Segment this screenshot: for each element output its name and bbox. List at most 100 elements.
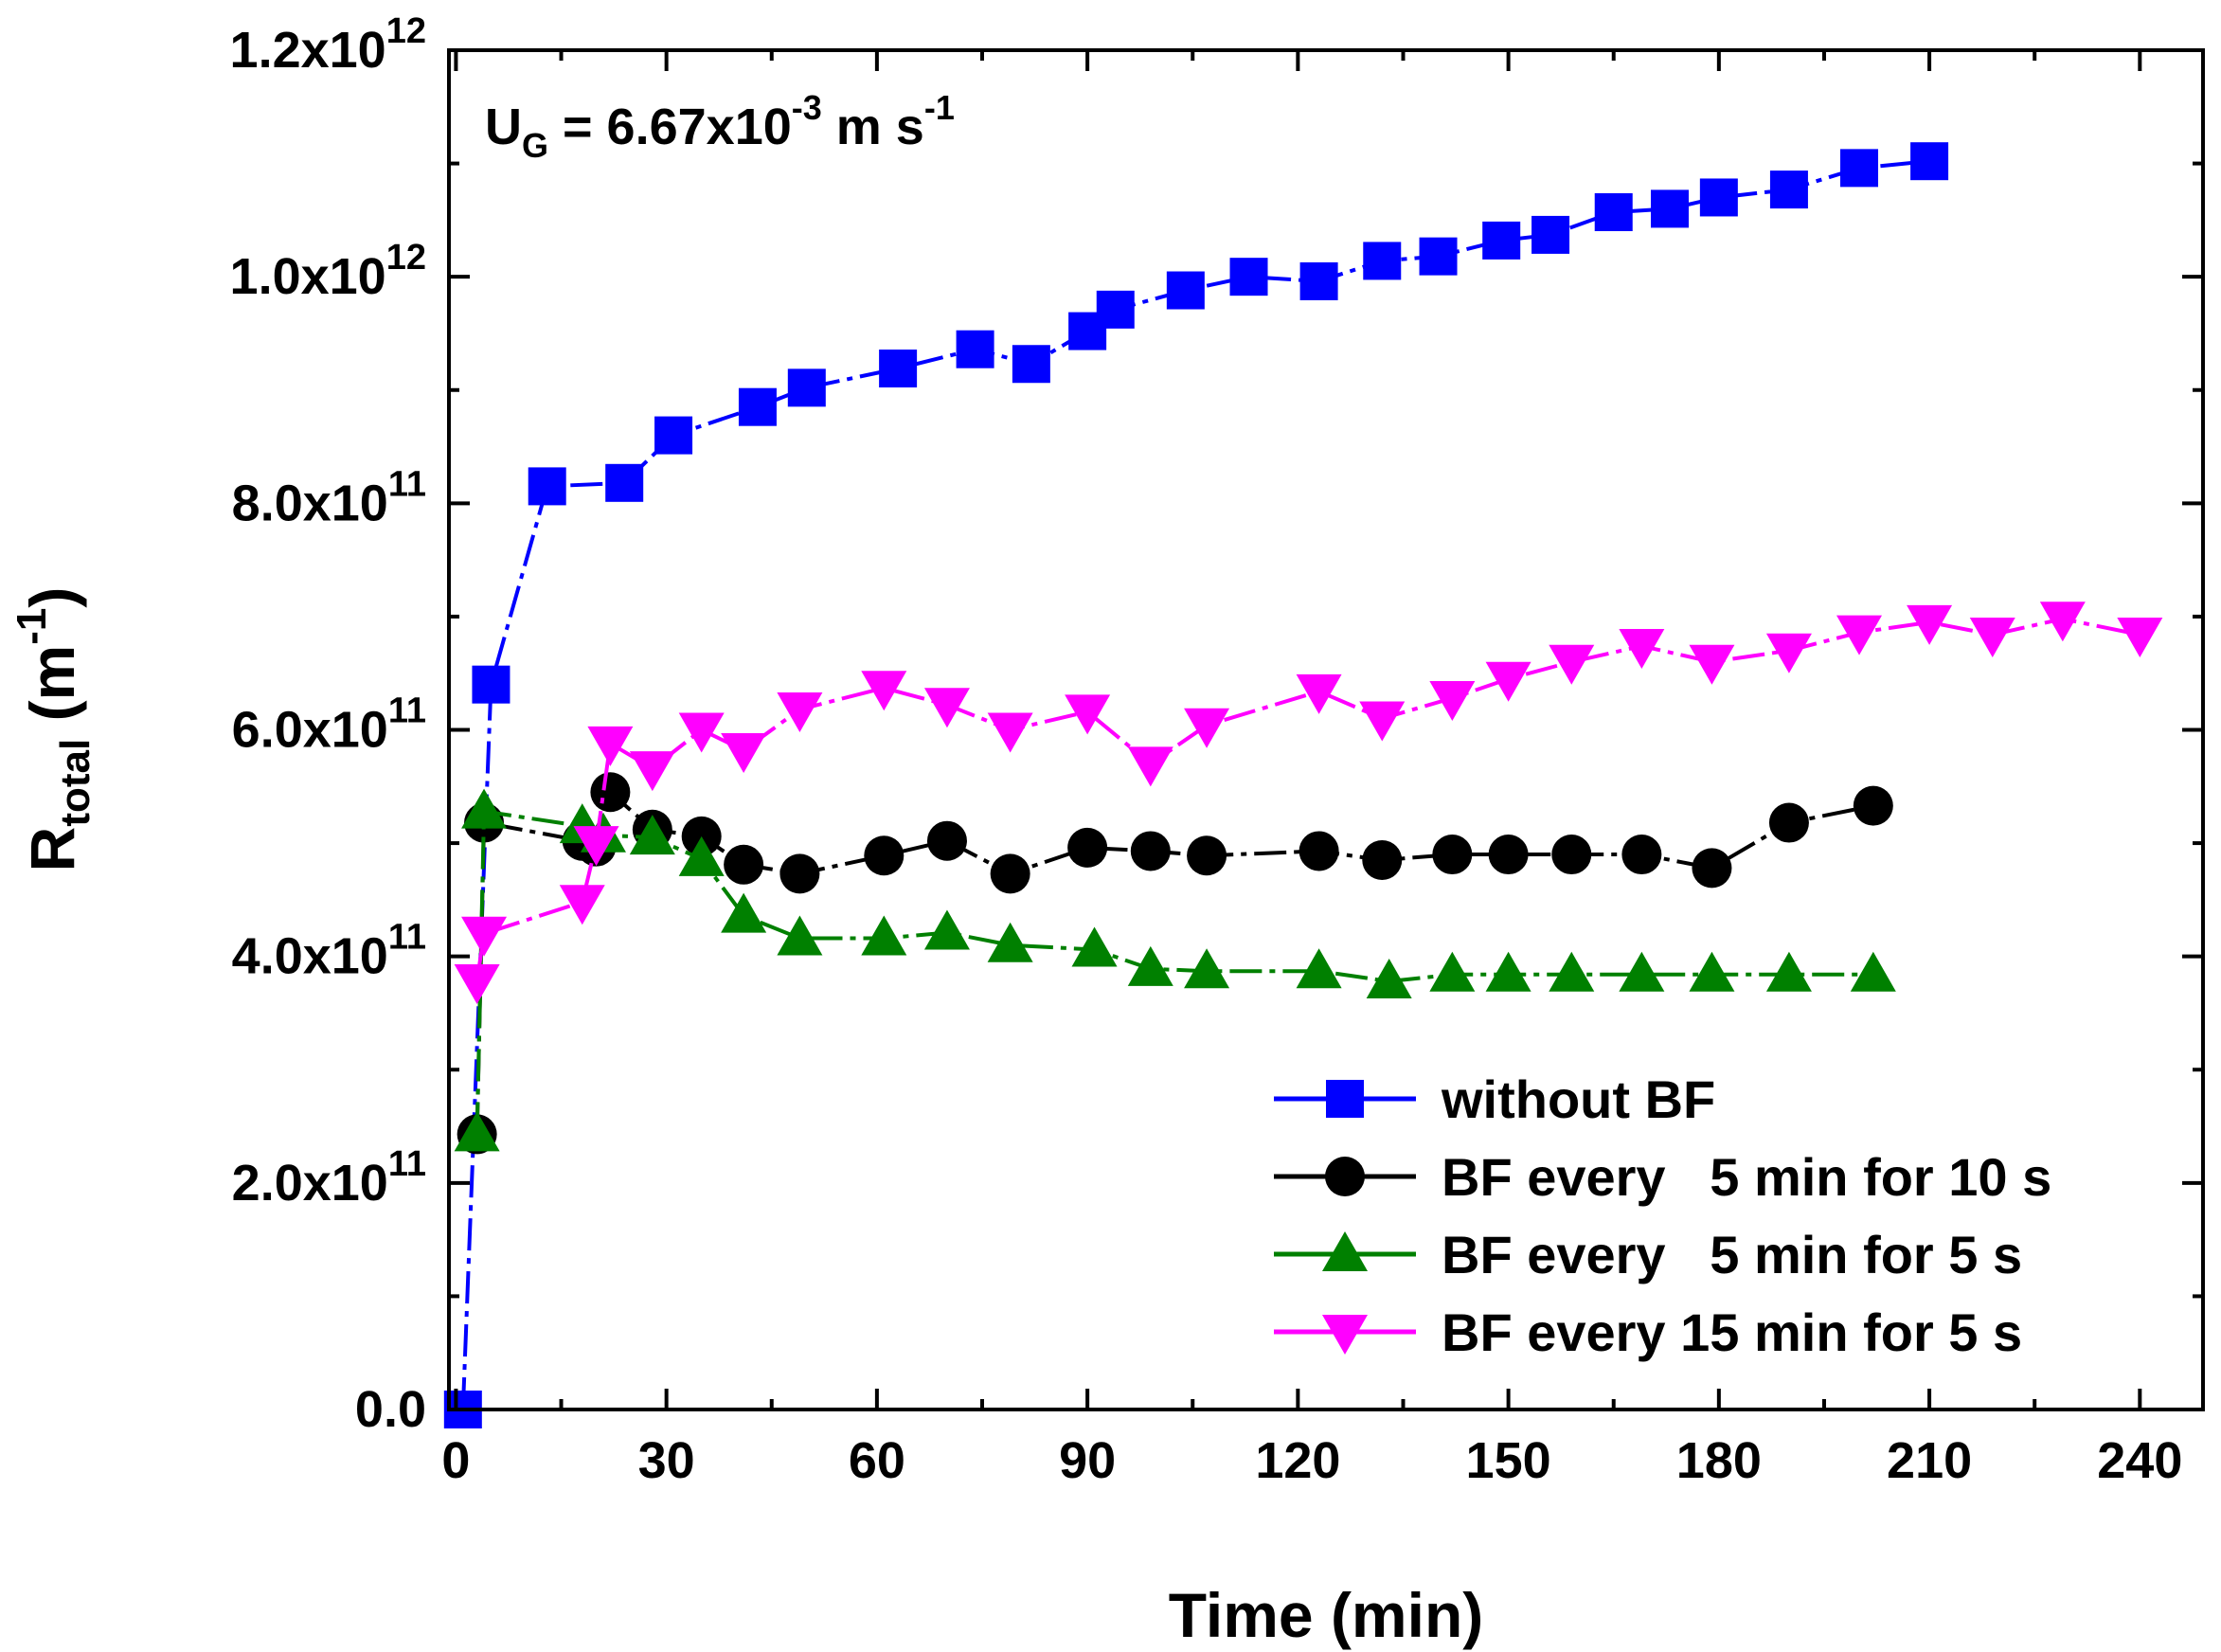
y-tick-mantissa: 0.0: [355, 1381, 426, 1438]
annotation-unit-exponent: -1: [924, 88, 955, 127]
series-3-point: [1850, 951, 1896, 992]
series-4-point: [1765, 633, 1812, 673]
series-2-point: [724, 844, 764, 885]
series-2-point: [1853, 785, 1893, 826]
series-2-point: [1768, 802, 1809, 843]
series-4-point: [1969, 618, 2015, 658]
series-4-point: [454, 963, 500, 1004]
series-3-point: [721, 892, 767, 933]
y-tick-exponent: 11: [388, 464, 426, 504]
series-1-point: [472, 665, 510, 704]
series-4-point: [987, 712, 1033, 753]
y-axis-label-unit: (m: [17, 645, 87, 739]
legend-label-2: BF every 5 min for 10 s: [1442, 1147, 2051, 1207]
legend-marker-3: [1322, 1231, 1368, 1271]
legend-marker-2: [1325, 1157, 1365, 1196]
series-4-point: [777, 691, 823, 732]
series-4-point: [861, 671, 907, 711]
series-1-point: [738, 387, 777, 426]
series-1-point: [956, 330, 994, 368]
series-3-point: [987, 922, 1033, 962]
series-3-point: [777, 915, 823, 956]
annotation-unit: m s: [822, 99, 924, 155]
series-1-point: [1229, 258, 1268, 296]
series-4-point: [2039, 602, 2086, 642]
y-tick-exponent: 11: [388, 691, 426, 731]
series-1-point: [1769, 171, 1808, 209]
legend-marker-1: [1326, 1080, 1364, 1118]
y-tick-mantissa: 1.2x10: [230, 22, 386, 79]
series-3-point: [1071, 926, 1118, 967]
series-3-point: [923, 909, 970, 950]
series-3-point: [454, 1111, 500, 1152]
series-2-point: [1551, 835, 1592, 875]
series-4-point: [1127, 746, 1173, 787]
annotation-prefix: U: [485, 99, 522, 155]
legend-label-1: without BF: [1441, 1069, 1715, 1129]
series-4-point: [1429, 681, 1476, 722]
series-4-point: [573, 826, 619, 867]
series-3-point: [1549, 951, 1595, 992]
series-2-point: [1299, 831, 1339, 871]
series-3-point: [1366, 958, 1412, 998]
legend-label-3: BF every 5 min for 5 s: [1442, 1225, 2022, 1284]
series-3-point: [1429, 951, 1476, 992]
series-4-point: [1485, 661, 1531, 702]
series-1-point: [1699, 178, 1738, 217]
series-1-point: [1166, 271, 1205, 310]
x-tick-label: 240: [2097, 1432, 2182, 1489]
series-4-point: [2117, 618, 2163, 658]
series-2-point: [1067, 827, 1108, 868]
series-line-4: [475, 617, 2140, 982]
series-4-point: [1689, 644, 1735, 685]
series-3-point: [678, 835, 725, 876]
x-tick-label: 90: [1059, 1432, 1116, 1489]
annotation-exponent: -3: [792, 88, 822, 127]
x-axis-label: Time (min): [1169, 1580, 1483, 1650]
y-tick-mantissa: 6.0x10: [232, 702, 388, 759]
y-tick-label: 1.0x1012: [230, 238, 426, 305]
y-tick-label: 1.2x1012: [230, 11, 426, 79]
series-3-point: [1689, 951, 1735, 992]
series-1-point: [1419, 237, 1458, 276]
series-2-point: [1488, 835, 1529, 875]
series-4-point: [1836, 615, 1883, 655]
series-1-point: [1299, 261, 1338, 300]
annotation-ug: UG = 6.67x10-3 m s-1: [485, 88, 955, 165]
series-2-point: [1130, 831, 1171, 871]
series-2-point: [779, 853, 820, 894]
y-axis-label-close: ): [17, 587, 87, 608]
y-axis-label-exponent: -1: [9, 608, 55, 645]
series-2-point: [1432, 835, 1473, 875]
series-1-point: [605, 463, 644, 502]
y-tick-mantissa: 2.0x10: [232, 1155, 388, 1212]
series-3-point: [1184, 948, 1230, 989]
series-layer: [443, 142, 2163, 1428]
y-axis-label-subscript: total: [52, 739, 99, 827]
x-tick-label: 60: [849, 1432, 905, 1489]
y-tick-label: 2.0x1011: [232, 1144, 426, 1212]
series-3-point: [1296, 948, 1342, 989]
series-1-point: [654, 416, 693, 455]
x-tick-label: 0: [441, 1432, 470, 1489]
series-1-point: [528, 467, 566, 506]
series-1-point: [1482, 221, 1521, 260]
series-3-point: [1127, 945, 1173, 986]
series-2-point: [1362, 840, 1403, 881]
series-4-point: [1907, 604, 1953, 645]
series-2-point: [1621, 835, 1662, 875]
series-4-point: [629, 751, 675, 792]
series-line-1: [460, 159, 1930, 1410]
series-4-point: [1549, 644, 1595, 685]
series-1-point: [1096, 290, 1135, 329]
y-tick-exponent: 11: [388, 1144, 426, 1184]
x-tick-label: 210: [1887, 1432, 1972, 1489]
series-1-point: [1840, 149, 1879, 188]
series-4-point: [1065, 694, 1111, 735]
series-3-point: [629, 815, 675, 855]
annotation-equals: = 6.67x10: [548, 99, 792, 155]
series-2-point: [1187, 835, 1227, 876]
series-1-point: [1594, 193, 1633, 232]
legend-label-4: BF every 15 min for 5 s: [1442, 1302, 2022, 1362]
